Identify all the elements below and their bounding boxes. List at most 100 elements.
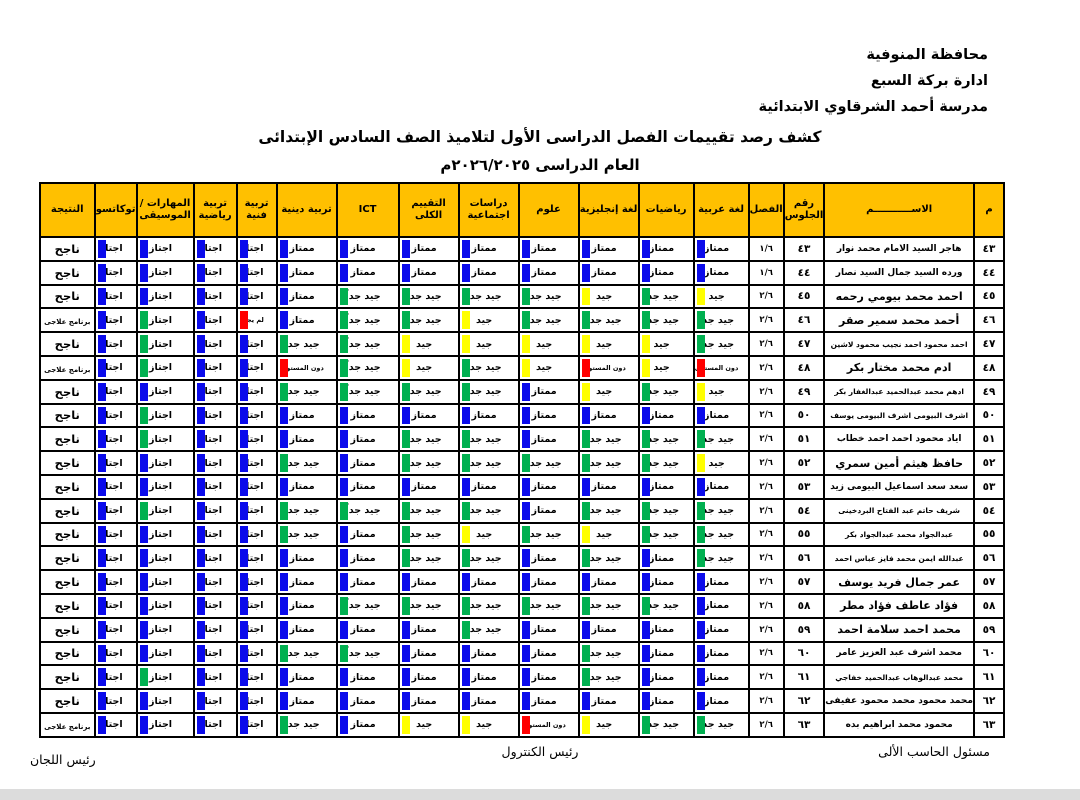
grade-text: ممتاز	[703, 243, 730, 255]
grade-cell-english: دون المستوى	[577, 354, 640, 381]
grade-color-strip	[401, 573, 410, 591]
grade-text: اجتاز	[199, 695, 223, 707]
grade-color-strip	[401, 644, 410, 663]
grade-text: ممتاز	[648, 409, 675, 421]
serial-cell: ٥٤	[973, 497, 1005, 524]
grade-text: جيد جداً	[406, 457, 442, 469]
grade-text: ممتاز	[648, 267, 675, 279]
grade-cell-art: اجتاز	[235, 450, 278, 476]
grade-color-strip	[339, 501, 348, 520]
grade-color-strip	[461, 430, 470, 449]
grade-text: اجتاز	[240, 600, 264, 612]
serial-cell: ٥٠	[973, 402, 1005, 429]
sheet-title: كشف رصد تقييمات الفصل الدراسى الأول لتلا…	[258, 128, 822, 146]
grade-color-strip	[139, 501, 148, 520]
grade-color-strip	[696, 335, 705, 353]
grade-color-strip	[279, 430, 288, 449]
result-cell: ناجح	[38, 616, 96, 643]
grade-text: اجتاز	[240, 671, 264, 683]
grade-color-strip	[461, 715, 470, 734]
student-row: ٦٣ محمود محمد ابراهيم بده ٦٣ ٢/٦ جيد جداً جيد…	[38, 711, 1005, 738]
class-cell: ٢/٦	[747, 283, 785, 310]
grade-cell-skills: اجتاز	[135, 473, 195, 500]
grade-cell-tokkatsu: اجتاز	[93, 569, 138, 595]
grade-text: ممتاز	[703, 695, 730, 707]
grade-color-strip	[581, 549, 590, 568]
grade-text: جيد	[708, 386, 725, 398]
grade-cell-social: جيد	[457, 307, 520, 334]
grade-color-strip	[401, 335, 410, 353]
grade-text: ممتاز	[350, 481, 376, 493]
grade-color-strip	[401, 358, 410, 377]
grade-text: اجتاز	[149, 719, 173, 731]
grade-color-strip	[97, 358, 106, 377]
grade-color-strip	[196, 644, 205, 663]
grade-color-strip	[581, 715, 590, 734]
grade-cell-skills: اجتاز	[135, 259, 195, 286]
grade-color-strip	[696, 287, 705, 306]
grade-color-strip	[139, 382, 148, 401]
grade-text: ممتاز	[289, 433, 315, 445]
grade-cell-tokkatsu: اجتاز	[93, 402, 138, 429]
grade-color-strip	[339, 549, 348, 568]
grade-color-strip	[581, 406, 590, 425]
student-name-cell: اشرف البيومى اشرف البيومى يوسف	[823, 402, 975, 429]
grade-cell-math: جيد جداً	[637, 426, 695, 453]
grade-cell-science: ممتاز	[517, 616, 580, 643]
grade-cell-pe: اجتاز	[192, 616, 238, 643]
result-text: ناجح	[54, 503, 80, 518]
grade-color-strip	[461, 692, 470, 710]
student-name-cell: سعد سعد اسماعيل البيومى زيد	[823, 473, 975, 500]
grade-text: ممتاز	[289, 243, 315, 255]
grade-color-strip	[339, 525, 348, 544]
result-text: ناجح	[54, 598, 80, 613]
grade-cell-arabic: جيد جداً	[692, 497, 750, 524]
grade-text: جيد جداً	[644, 433, 680, 445]
seat-number-cell: ٥١	[782, 426, 826, 453]
grade-cell-ict: جيد جداً	[335, 331, 400, 357]
student-name-cell: عبدالجواد محمد عبدالجواد بكر	[823, 521, 975, 548]
seat-number-cell: ٤٥	[782, 283, 826, 310]
grade-cell-art: اجتاز	[235, 426, 278, 453]
grade-cell-religion: ممتاز	[275, 307, 338, 334]
grade-text: جيد جداً	[526, 528, 562, 540]
grade-cell-math: ممتاز	[637, 236, 695, 262]
grade-cell-social: جيد جداً	[457, 283, 520, 310]
student-name-cell: عمر جمال فريد يوسف	[823, 569, 975, 595]
grade-text: اجتاز	[99, 576, 123, 588]
seat-number-cell: ٤٨	[782, 354, 826, 381]
grade-text: لم يجتز	[240, 316, 264, 325]
grade-cell-arabic: ممتاز	[692, 473, 750, 500]
grade-text: جيد جداً	[466, 362, 502, 374]
grade-cell-art: اجتاز	[235, 236, 278, 262]
grade-cell-math: ممتاز	[637, 545, 695, 572]
grade-text: جيد جداً	[284, 505, 320, 517]
grade-cell-overall: جيد	[397, 354, 460, 381]
grade-cell-ict: ممتاز	[335, 450, 400, 476]
grade-text: جيد جداً	[644, 505, 680, 517]
grade-cell-art: اجتاز	[235, 354, 278, 381]
grade-text: ممتاز	[411, 576, 437, 588]
grade-color-strip	[196, 311, 205, 330]
grade-text: ممتاز	[411, 243, 437, 255]
grade-cell-science: دون المستوى	[517, 711, 580, 738]
grade-cell-ict: جيد جداً	[335, 283, 400, 310]
grade-text: ممتاز	[411, 624, 437, 636]
grade-color-strip	[401, 525, 410, 544]
grade-cell-english: جيد جداً	[577, 664, 640, 691]
grade-cell-religion: ممتاز	[275, 592, 338, 619]
grade-color-strip	[641, 573, 650, 591]
grade-color-strip	[239, 549, 248, 568]
grade-color-strip	[279, 358, 288, 377]
grade-cell-overall: ممتاز	[397, 616, 460, 643]
grade-cell-pe: اجتاز	[192, 378, 238, 405]
grade-text: اجتاز	[240, 362, 264, 374]
grade-text: جيد جداً	[345, 314, 381, 326]
grade-text: ممتاز	[591, 243, 617, 255]
grade-color-strip	[696, 549, 705, 568]
class-cell: ٢/٦	[747, 545, 785, 572]
serial-cell: ٦٢	[973, 688, 1005, 714]
grade-color-strip	[196, 477, 205, 496]
grade-color-strip	[696, 311, 705, 330]
grade-cell-art: اجتاز	[235, 640, 278, 667]
